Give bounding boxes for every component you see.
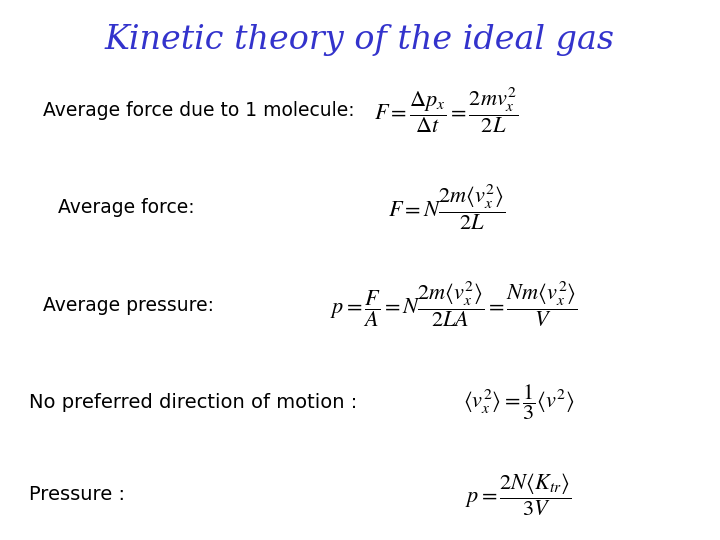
Text: Average force due to 1 molecule:: Average force due to 1 molecule:: [43, 101, 355, 120]
Text: Kinetic theory of the ideal gas: Kinetic theory of the ideal gas: [105, 24, 615, 56]
Text: $\langle v_x^2 \rangle = \dfrac{1}{3}\langle v^2 \rangle$: $\langle v_x^2 \rangle = \dfrac{1}{3}\la…: [463, 382, 574, 422]
Text: Average pressure:: Average pressure:: [43, 295, 215, 315]
Text: Average force:: Average force:: [58, 198, 194, 218]
Text: $F = \dfrac{\Delta p_x}{\Delta t} = \dfrac{2mv_x^2}{2L}$: $F = \dfrac{\Delta p_x}{\Delta t} = \dfr…: [374, 86, 518, 136]
Text: Pressure :: Pressure :: [29, 484, 125, 504]
Text: $F = N\dfrac{2m\langle v_x^2 \rangle}{2L}$: $F = N\dfrac{2m\langle v_x^2 \rangle}{2L…: [388, 183, 505, 233]
Text: $p = \dfrac{F}{A} = N\dfrac{2m\langle v_x^2 \rangle}{2LA} = \dfrac{Nm\langle v_x: $p = \dfrac{F}{A} = N\dfrac{2m\langle v_…: [330, 280, 577, 330]
Text: No preferred direction of motion :: No preferred direction of motion :: [29, 393, 357, 412]
Text: $p = \dfrac{2N\langle K_{tr} \rangle}{3V}$: $p = \dfrac{2N\langle K_{tr} \rangle}{3V…: [465, 471, 572, 517]
